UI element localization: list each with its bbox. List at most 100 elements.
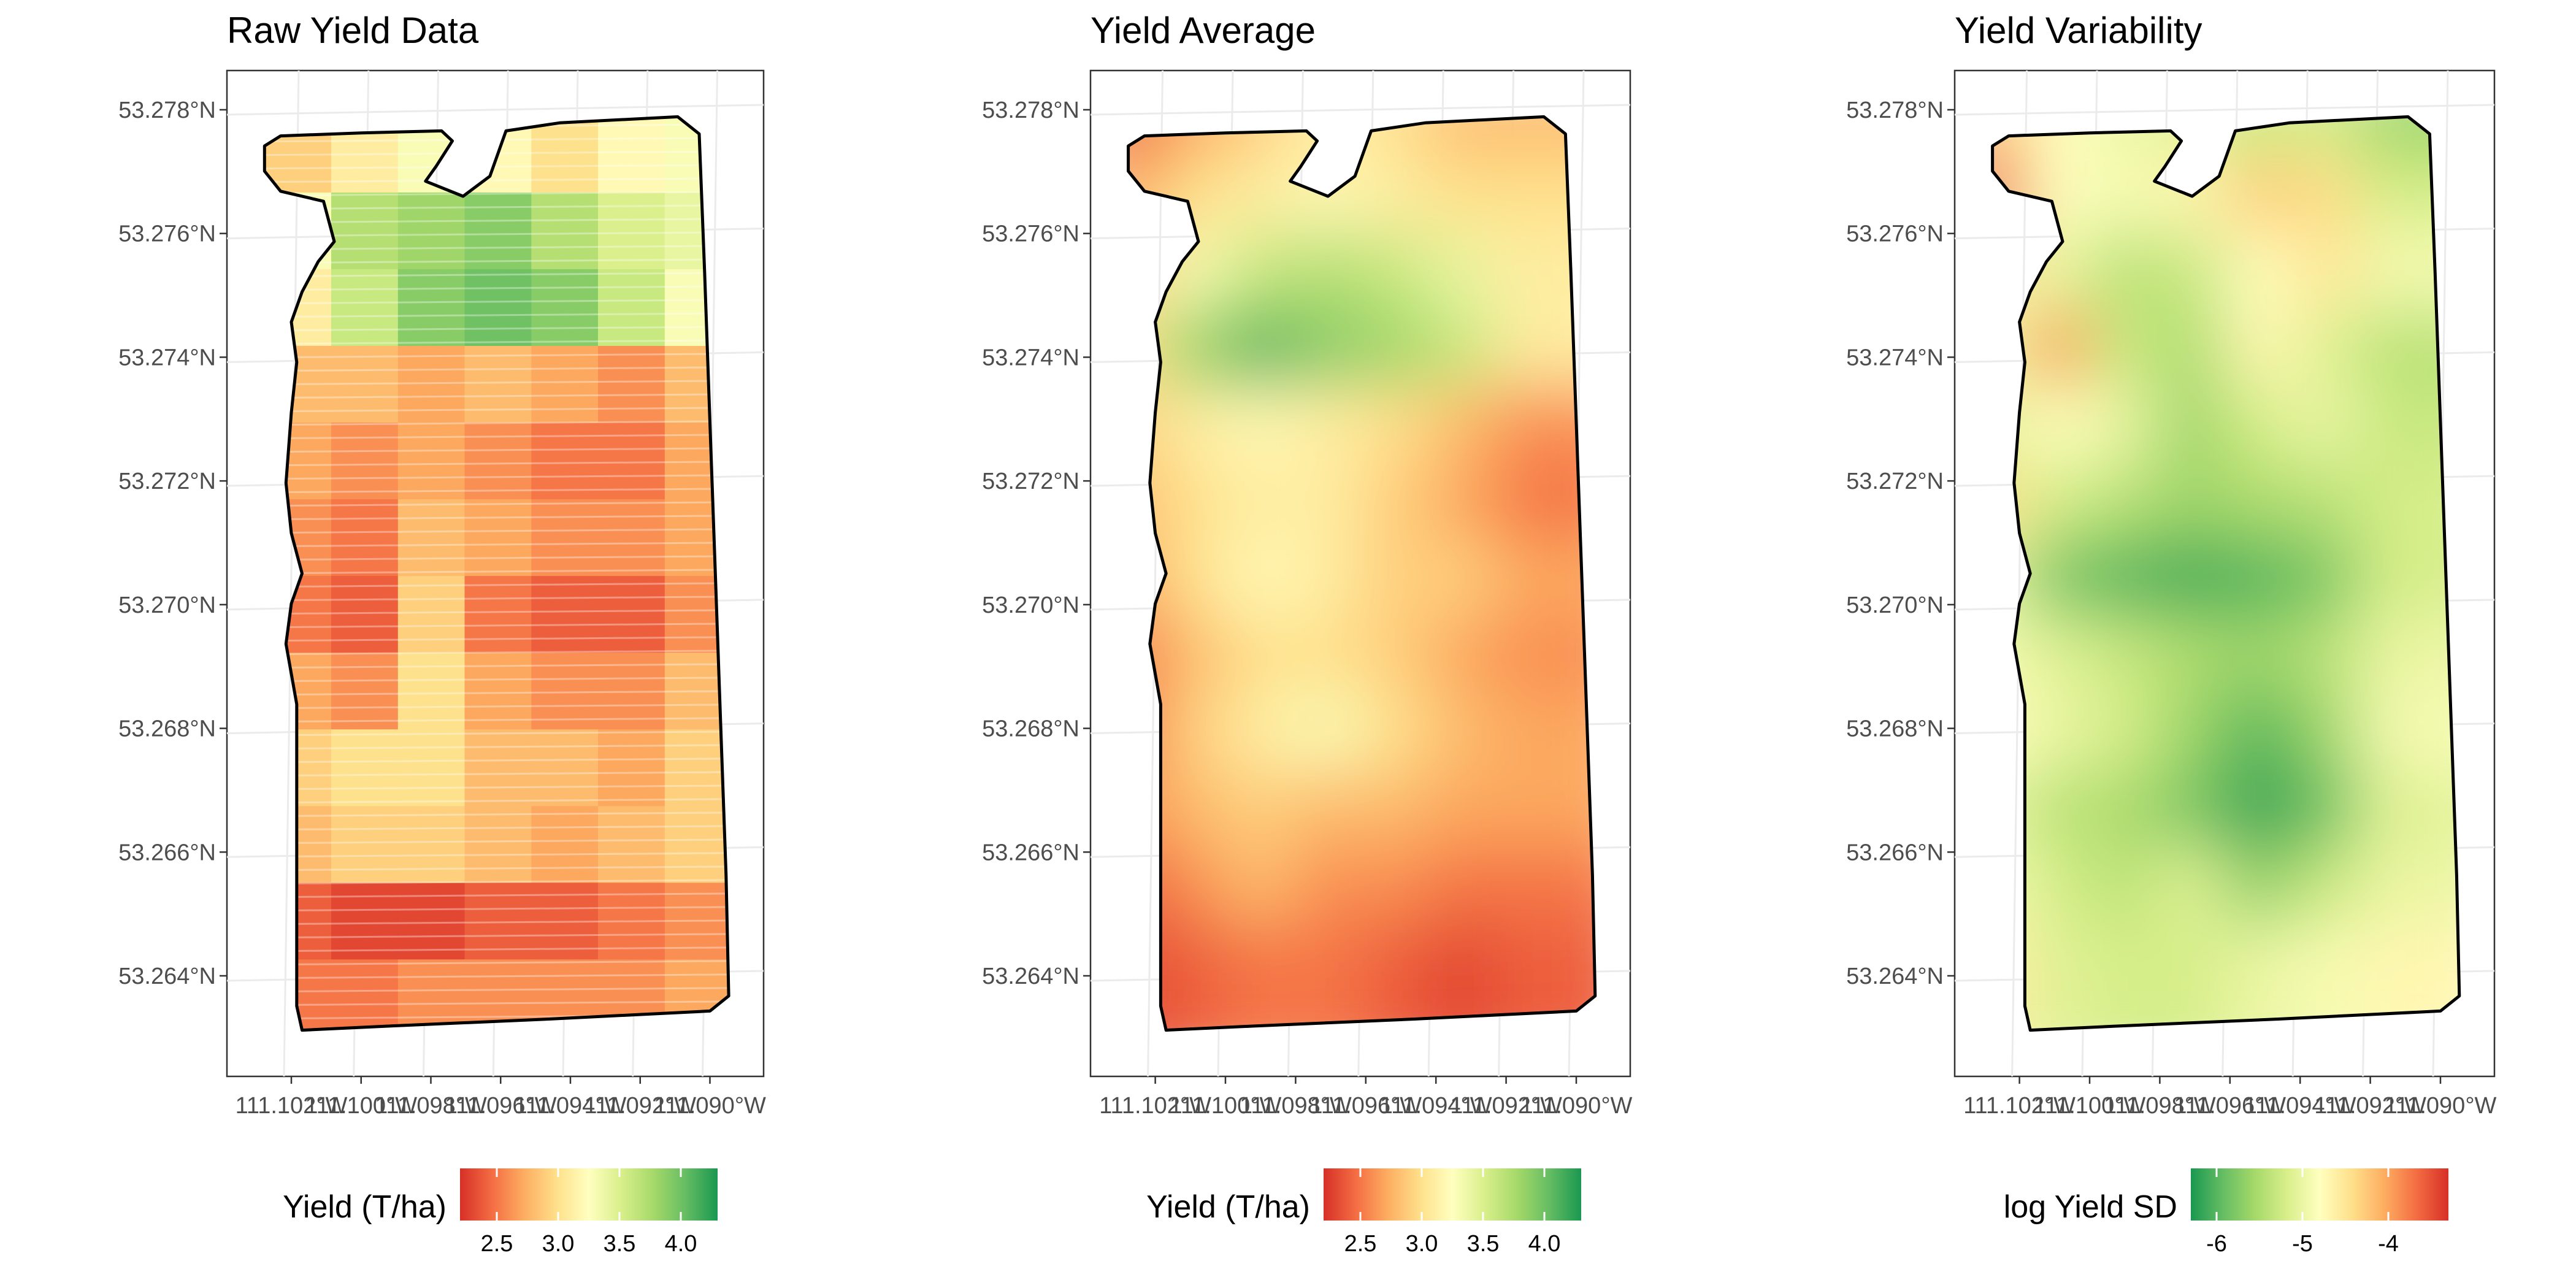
- grid-cell: [598, 806, 665, 883]
- pass-line: [264, 461, 729, 467]
- grid-cell: [397, 576, 466, 653]
- pass-line: [264, 542, 729, 548]
- pass-line: [264, 555, 729, 561]
- pass-line: [264, 204, 729, 210]
- pass-line: [264, 218, 729, 224]
- y-tick-label: 53.274°N: [118, 345, 216, 370]
- legend-tick-label: -4: [2378, 1231, 2399, 1257]
- grid-cell: [397, 883, 466, 960]
- pass-line: [264, 838, 729, 845]
- grid-cell: [531, 883, 599, 960]
- pass-line: [264, 650, 729, 656]
- grid-cell: [397, 806, 466, 883]
- x-tick-label: 111.102°W: [1963, 1093, 2076, 1119]
- y-tick-label: 53.272°N: [1846, 469, 1944, 494]
- legend-title: Yield (T/ha): [283, 1189, 447, 1225]
- y-tick-label: 53.264°N: [1846, 964, 1944, 989]
- pass-line: [264, 420, 729, 426]
- pass-line: [264, 623, 729, 629]
- grid-cell: [464, 653, 532, 730]
- pass-line: [264, 784, 729, 791]
- x-tick-label: 111.096°W: [1309, 1093, 1422, 1119]
- pass-line: [264, 488, 729, 494]
- pass-line: [264, 272, 729, 278]
- x-tick-label: 111.098°W: [1240, 1093, 1352, 1119]
- legend-colorbar: [460, 1168, 718, 1221]
- pass-line: [264, 380, 729, 386]
- y-tick-label: 53.264°N: [982, 964, 1079, 989]
- legend-title: log Yield SD: [2004, 1189, 2177, 1225]
- panel-title: Raw Yield Data: [227, 10, 479, 51]
- x-tick-label: 111.100°W: [1170, 1093, 1282, 1119]
- grid-cell: [331, 346, 399, 423]
- legend-tick-label: 4.0: [1528, 1231, 1561, 1257]
- y-tick-label: 53.266°N: [1846, 840, 1944, 865]
- x-tick-label: 111.096°W: [445, 1093, 557, 1119]
- grid-cell: [531, 423, 599, 500]
- yield-surface: [264, 117, 729, 1030]
- x-tick-label: 111.098°W: [2104, 1093, 2216, 1119]
- legend-tick-label: -5: [2292, 1231, 2313, 1257]
- legend-tick-label: 3.0: [1406, 1231, 1438, 1257]
- grid-cell: [331, 806, 399, 883]
- pass-line: [264, 353, 729, 359]
- y-tick-label: 53.278°N: [1846, 98, 1944, 123]
- pass-line: [264, 852, 729, 858]
- grid-cell: [397, 269, 466, 347]
- pass-line: [264, 906, 729, 912]
- y-tick-label: 53.272°N: [118, 469, 216, 494]
- grid-cell: [598, 346, 665, 423]
- legend-tick-label: 3.5: [1467, 1231, 1500, 1257]
- pass-line: [264, 245, 729, 251]
- x-tick-label: 111.092°W: [1450, 1093, 1562, 1119]
- x-tick-label: 111.100°W: [305, 1093, 417, 1119]
- y-tick-label: 53.276°N: [982, 221, 1079, 247]
- y-tick-label: 53.266°N: [982, 840, 1079, 865]
- pass-line: [264, 636, 729, 642]
- grid-cell: [331, 499, 399, 577]
- grid-cell: [464, 346, 532, 423]
- x-tick-label: 111.098°W: [375, 1093, 487, 1119]
- y-tick-label: 53.270°N: [1846, 592, 1944, 618]
- pass-line: [264, 987, 729, 993]
- grid-cell: [397, 423, 466, 500]
- grid-cell: [331, 883, 399, 960]
- x-tick-label: 111.092°W: [2314, 1093, 2426, 1119]
- panel-title: Yield Variability: [1955, 10, 2202, 51]
- pass-line: [264, 312, 729, 318]
- grid-cell: [598, 729, 665, 807]
- grid-cell: [664, 806, 729, 883]
- pass-line: [264, 946, 729, 953]
- x-tick-label: 111.094°W: [1380, 1093, 1492, 1119]
- field-boundary: [263, 115, 730, 1032]
- pass-line: [264, 339, 729, 345]
- pass-line: [264, 366, 729, 372]
- grid-cell: [664, 729, 729, 807]
- grid-cell: [598, 117, 665, 193]
- pass-line: [264, 798, 729, 804]
- x-tick-label: 111.100°W: [2034, 1093, 2146, 1119]
- field-boundary: [1991, 115, 2461, 1032]
- grid-cell: [464, 883, 532, 960]
- grid-cell: [664, 883, 729, 960]
- x-tick-label: 111.090°W: [2385, 1093, 2497, 1119]
- pass-line: [264, 960, 729, 966]
- grid-cell: [531, 117, 599, 193]
- x-tick-label: 111.096°W: [2174, 1093, 2286, 1119]
- grid-cell: [598, 499, 665, 577]
- pass-line: [264, 730, 729, 737]
- graticule-parallel: [1954, 104, 2495, 116]
- grid-cell: [531, 576, 599, 653]
- y-tick-label: 53.276°N: [118, 221, 216, 247]
- pass-line: [264, 879, 729, 885]
- pass-line: [264, 811, 729, 818]
- pass-line: [264, 663, 729, 669]
- grid-cell: [397, 346, 466, 423]
- legend: log Yield SD -6 -5 -4: [2004, 1168, 2448, 1257]
- grid-cell: [464, 423, 532, 500]
- pass-line: [264, 717, 729, 723]
- grid-cell: [598, 192, 665, 270]
- grid-cell: [464, 806, 532, 883]
- pass-line: [264, 191, 729, 197]
- pass-line: [264, 164, 729, 170]
